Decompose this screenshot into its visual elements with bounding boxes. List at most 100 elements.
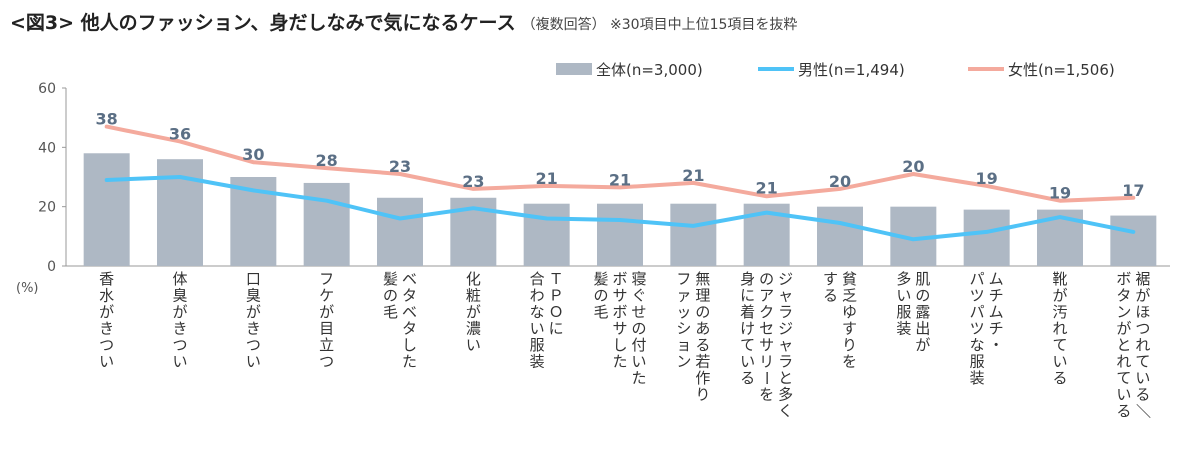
data-label: 20 xyxy=(829,172,851,191)
category-label: ／ xyxy=(1134,403,1152,418)
category-label: Ｔ xyxy=(549,270,564,288)
category-label: ラ xyxy=(778,303,793,321)
category-label: わ xyxy=(530,287,545,305)
category-label: く xyxy=(778,402,793,420)
bar xyxy=(597,203,643,266)
bar xyxy=(670,203,717,266)
category-label: リ xyxy=(759,353,774,371)
data-label: 17 xyxy=(1122,181,1144,200)
category-label: ャ xyxy=(778,287,793,305)
category-label: ジ xyxy=(778,270,793,288)
category-label: 水 xyxy=(99,287,114,305)
category-label: 香 xyxy=(99,270,114,288)
category-label: ベ xyxy=(402,303,417,321)
category-label: 身 xyxy=(740,270,755,288)
category-label: 装 xyxy=(530,353,545,371)
category-label: が xyxy=(319,303,334,321)
category-label: 理 xyxy=(695,287,710,305)
category-label: す xyxy=(842,320,857,338)
category-label: が xyxy=(99,303,114,321)
category-label: い xyxy=(99,353,114,371)
category-label: い xyxy=(1135,369,1150,387)
category-label: 口 xyxy=(246,270,261,288)
category-label: い xyxy=(172,353,187,371)
category-label: れ xyxy=(1116,353,1131,371)
y-tick-label: 20 xyxy=(38,200,56,216)
category-label: を xyxy=(759,386,774,404)
category-label: 乏 xyxy=(842,287,857,305)
category-label: る xyxy=(1052,369,1067,387)
category-label: 多 xyxy=(896,270,911,288)
data-label: 19 xyxy=(976,169,998,188)
category-label: ァ xyxy=(676,287,691,305)
category-label: チ xyxy=(989,320,1004,338)
category-label: 服 xyxy=(530,336,545,354)
title-block: <図3> 他人のファッション、身だしなみで気になるケース （複数回答） ※30項目… xyxy=(10,8,797,35)
category-label: て xyxy=(1135,353,1150,371)
category-label: つ xyxy=(319,353,334,371)
category-label: 髪 xyxy=(383,270,398,288)
category-label: Ｏ xyxy=(549,303,564,321)
category-label: り xyxy=(842,336,857,354)
category-label: 臭 xyxy=(172,287,187,305)
category-label: 露 xyxy=(915,303,930,321)
category-label: ン xyxy=(676,353,691,371)
bar xyxy=(523,203,570,266)
category-label: ボ xyxy=(1116,270,1131,288)
category-label: 多 xyxy=(778,386,793,404)
category-label: ボ xyxy=(612,270,627,288)
category-label: が xyxy=(246,303,261,321)
category-label: タ xyxy=(1116,287,1131,305)
category-label: い xyxy=(896,287,911,305)
category-label: つ xyxy=(246,336,261,354)
category-label: セ xyxy=(759,320,774,338)
category-label: の xyxy=(631,320,646,338)
category-label: 靴 xyxy=(1052,270,1067,288)
category-label: が xyxy=(1116,320,1131,338)
y-tick-label: 60 xyxy=(38,81,56,97)
category-label: き xyxy=(99,320,114,338)
category-label: 服 xyxy=(970,353,985,371)
data-label: 23 xyxy=(462,172,484,191)
category-label: い xyxy=(631,353,646,371)
category-label: 濃 xyxy=(466,320,481,338)
data-label: 21 xyxy=(536,169,558,188)
category-label: る xyxy=(695,336,710,354)
category-label: シ xyxy=(676,320,691,338)
category-label: サ xyxy=(612,320,627,338)
bar xyxy=(303,182,350,266)
category-label: ・ xyxy=(989,336,1004,354)
category-label: タ xyxy=(402,287,417,305)
chart-subtitle: （複数回答） ※30項目中上位15項目を抜粋 xyxy=(521,17,798,33)
category-label: が xyxy=(915,336,930,354)
category-label: て xyxy=(1116,369,1131,387)
category-label: 合 xyxy=(530,270,545,288)
category-label: り xyxy=(695,386,710,404)
category-label: チ xyxy=(989,287,1004,305)
category-label: ッ xyxy=(676,303,691,321)
category-label: 毛 xyxy=(383,303,398,321)
category-label: の xyxy=(383,287,398,305)
category-label: つ xyxy=(1135,320,1150,338)
category-label: ほ xyxy=(1135,303,1150,321)
category-label: ツ xyxy=(970,320,985,338)
category-label: が xyxy=(172,303,187,321)
category-label: い xyxy=(466,336,481,354)
category-label: ベ xyxy=(402,270,417,288)
category-label: ツ xyxy=(970,287,985,305)
data-label: 20 xyxy=(902,157,924,176)
category-label: の xyxy=(593,287,608,305)
category-label: 粧 xyxy=(466,287,481,305)
category-label: せ xyxy=(631,303,646,321)
category-label: の xyxy=(915,287,930,305)
category-label: タ xyxy=(402,320,417,338)
category-label: と xyxy=(778,369,793,387)
category-label: る xyxy=(1116,402,1131,420)
category-label: 立 xyxy=(319,336,334,354)
category-label: 目 xyxy=(319,320,334,338)
category-label: 貧 xyxy=(842,270,857,288)
category-label: る xyxy=(740,369,755,387)
y-unit-label: (%) xyxy=(16,281,39,296)
category-label: ぐ xyxy=(631,287,646,305)
